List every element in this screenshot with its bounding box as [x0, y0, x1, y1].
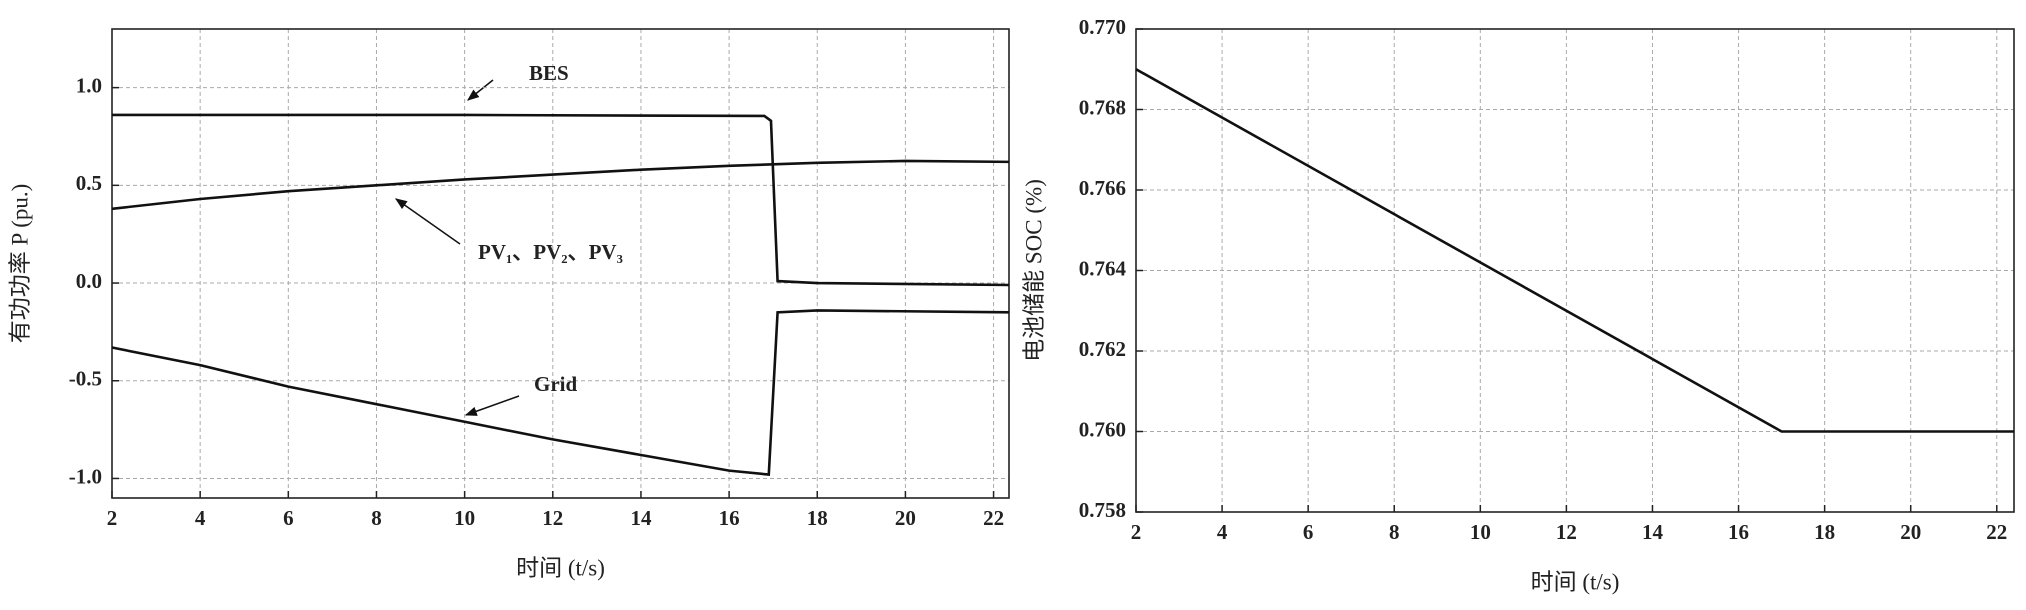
x-tick-label: 4	[195, 506, 206, 530]
series-line	[111, 309, 1010, 476]
x-tick-label: 2	[1131, 520, 1142, 544]
x-tick-label: 10	[1470, 520, 1491, 544]
y-tick-label: 1.0	[76, 73, 102, 97]
series-line	[112, 113, 1010, 287]
x-tick-label: 12	[542, 506, 563, 530]
y-tick-label: 0.762	[1079, 337, 1126, 361]
series-line	[1135, 68, 2014, 433]
x-tick-label: 20	[1900, 520, 1921, 544]
x-tick-label: 10	[454, 506, 475, 530]
x-tick-label: 8	[1389, 520, 1400, 544]
annotation-arrows	[395, 79, 520, 416]
x-tick-label: 20	[895, 506, 916, 530]
y-tick-label: 0.5	[76, 171, 102, 195]
y-tick-label: 0.764	[1079, 256, 1127, 280]
arrow	[467, 79, 494, 101]
x-tick-label: 2	[107, 506, 118, 530]
x-tick-label: 6	[1303, 520, 1314, 544]
plot-frame	[1135, 28, 2015, 513]
x-tick-label: 14	[1642, 520, 1664, 544]
annotation: Grid	[534, 372, 577, 396]
x-axis-label: 时间 (t/s)	[516, 555, 605, 580]
y-tick-label: 0.760	[1079, 417, 1126, 441]
x-tick-label: 8	[371, 506, 382, 530]
y-tick-label: -0.5	[69, 367, 102, 391]
annotation: BES	[529, 61, 569, 85]
x-tick-label: 22	[983, 506, 1004, 530]
y-tick-label: 0.0	[76, 269, 102, 293]
series-line	[111, 159, 1010, 211]
x-tick-label: 16	[719, 506, 740, 530]
arrow	[464, 395, 520, 416]
x-axis-label: 时间 (t/s)	[1531, 569, 1620, 594]
x-tick-label: 18	[807, 506, 828, 530]
y-tick-label: 0.768	[1079, 95, 1126, 119]
y-tick-label: 0.758	[1079, 498, 1126, 522]
x-tick-label: 6	[283, 506, 294, 530]
y-tick-label: 0.766	[1079, 176, 1126, 200]
x-tick-label: 18	[1814, 520, 1835, 544]
x-tick-label: 22	[1986, 520, 2007, 544]
y-axis-label: 电池储能 SOC (%)	[1021, 179, 1046, 362]
y-tick-label: 0.770	[1079, 15, 1126, 39]
arrow	[395, 198, 461, 245]
y-tick-label: -1.0	[69, 464, 102, 488]
plot-frame	[111, 28, 1010, 499]
annotation: PV₁、PV₂、PV₃	[478, 240, 623, 264]
x-tick-label: 16	[1728, 520, 1749, 544]
x-tick-label: 4	[1217, 520, 1228, 544]
x-tick-label: 12	[1556, 520, 1577, 544]
y-axis-label: 有功功率 P (pu.)	[7, 184, 32, 344]
x-tick-label: 14	[630, 506, 652, 530]
